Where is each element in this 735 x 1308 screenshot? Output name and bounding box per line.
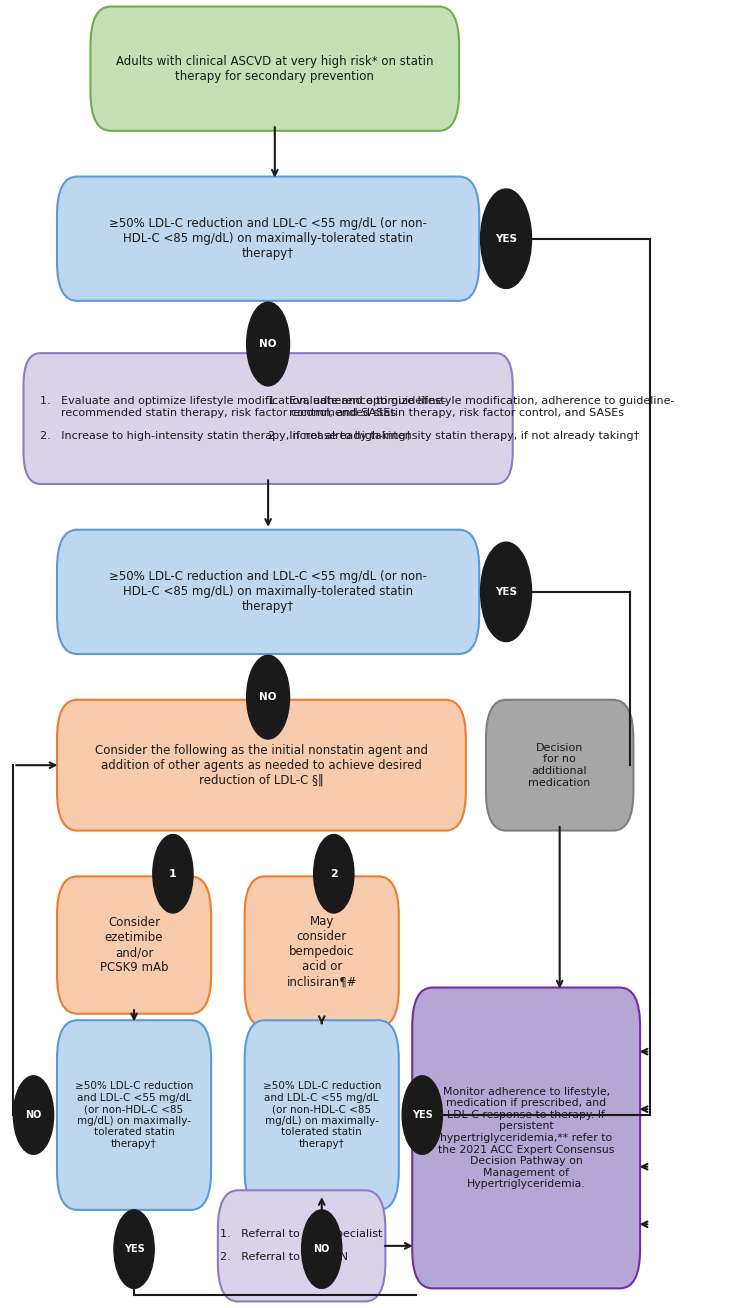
FancyBboxPatch shape: [486, 700, 634, 831]
Text: ≥50% LDL-C reduction and LDL-C <55 mg/dL (or non-
HDL-C <85 mg/dL) on maximally-: ≥50% LDL-C reduction and LDL-C <55 mg/dL…: [109, 570, 427, 613]
Circle shape: [481, 543, 531, 641]
Text: 1.   Evaluate and optimize lifestyle modification, adherence to guideline-
     : 1. Evaluate and optimize lifestyle modif…: [40, 396, 447, 441]
FancyBboxPatch shape: [245, 1020, 399, 1210]
Text: YES: YES: [495, 587, 517, 596]
FancyBboxPatch shape: [218, 1190, 385, 1301]
Text: NO: NO: [259, 339, 277, 349]
Text: YES: YES: [412, 1110, 433, 1120]
Text: Consider
ezetimibe
and/or
PCSK9 mAb: Consider ezetimibe and/or PCSK9 mAb: [100, 916, 168, 974]
Text: ≥50% LDL-C reduction
and LDL-C <55 mg/dL
(or non-HDL-C <85
mg/dL) on maximally-
: ≥50% LDL-C reduction and LDL-C <55 mg/dL…: [75, 1082, 193, 1148]
FancyBboxPatch shape: [24, 353, 513, 484]
Circle shape: [13, 1075, 54, 1154]
Text: YES: YES: [123, 1244, 145, 1254]
Text: ≥50% LDL-C reduction
and LDL-C <55 mg/dL
(or non-HDL-C <85
mg/dL) on maximally-
: ≥50% LDL-C reduction and LDL-C <55 mg/dL…: [262, 1082, 381, 1148]
Circle shape: [153, 835, 193, 913]
Circle shape: [314, 835, 354, 913]
Text: 1.   Referral to lipid specialist

2.   Referral to RD/RDN: 1. Referral to lipid specialist 2. Refer…: [220, 1230, 383, 1262]
Text: 1: 1: [169, 869, 177, 879]
Text: ≥50% LDL-C reduction and LDL-C <55 mg/dL (or non-
HDL-C <85 mg/dL) on maximally-: ≥50% LDL-C reduction and LDL-C <55 mg/dL…: [109, 217, 427, 260]
Text: May
consider
bempedoic
acid or
inclisiran¶#: May consider bempedoic acid or inclisira…: [287, 916, 357, 988]
Circle shape: [247, 655, 290, 739]
Text: Adults with clinical ASCVD at very high risk* on statin
therapy for secondary pr: Adults with clinical ASCVD at very high …: [116, 55, 434, 82]
Text: 2: 2: [330, 869, 337, 879]
Circle shape: [402, 1075, 442, 1154]
FancyBboxPatch shape: [57, 177, 479, 301]
Text: YES: YES: [495, 234, 517, 243]
Circle shape: [114, 1210, 154, 1288]
FancyBboxPatch shape: [412, 988, 640, 1288]
FancyBboxPatch shape: [90, 7, 459, 131]
Text: Monitor adherence to lifestyle,
medication if prescribed, and
LDL-C response to : Monitor adherence to lifestyle, medicati…: [438, 1087, 614, 1189]
FancyBboxPatch shape: [57, 700, 466, 831]
Circle shape: [301, 1210, 342, 1288]
FancyBboxPatch shape: [57, 876, 211, 1014]
FancyBboxPatch shape: [57, 1020, 211, 1210]
Text: Decision
for no
additional
medication: Decision for no additional medication: [528, 743, 591, 787]
Text: NO: NO: [259, 692, 277, 702]
Text: 1.   Evaluate and optimize lifestyle modification, adherence to guideline-
     : 1. Evaluate and optimize lifestyle modif…: [268, 396, 675, 441]
Text: NO: NO: [314, 1244, 330, 1254]
Text: NO: NO: [25, 1110, 42, 1120]
Circle shape: [247, 302, 290, 386]
FancyBboxPatch shape: [57, 530, 479, 654]
Text: Consider the following as the initial nonstatin agent and
addition of other agen: Consider the following as the initial no…: [95, 744, 428, 786]
Circle shape: [481, 190, 531, 289]
FancyBboxPatch shape: [245, 876, 399, 1027]
